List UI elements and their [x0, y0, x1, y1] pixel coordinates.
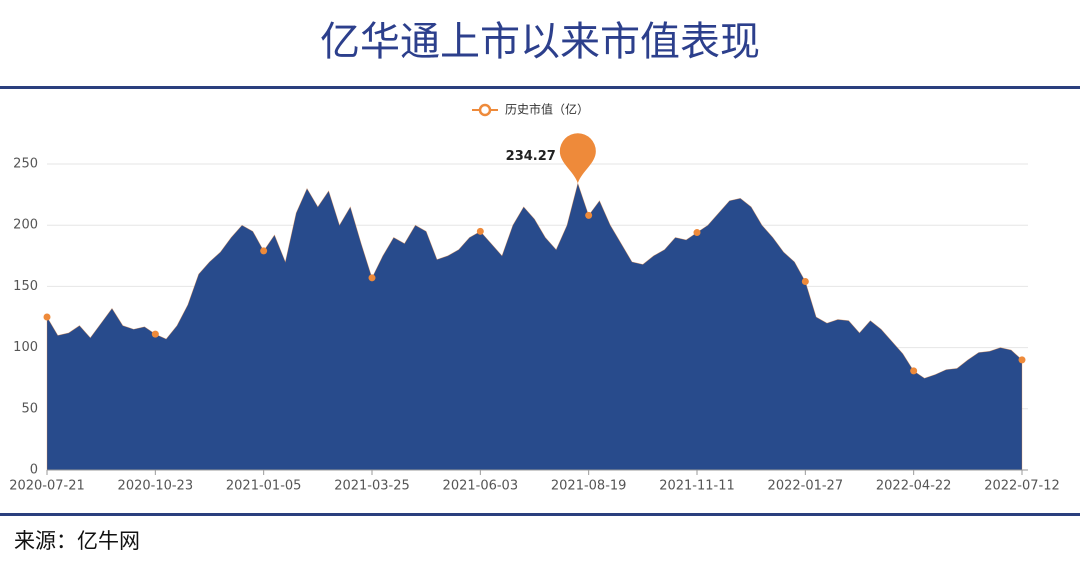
- y-tick-label: 250: [13, 157, 38, 172]
- data-point: [585, 211, 593, 219]
- x-tick-label: 2020-07-21: [9, 479, 85, 494]
- x-tick-label: 2021-08-19: [551, 479, 627, 494]
- y-tick-label: 150: [13, 279, 38, 294]
- data-point: [1018, 356, 1026, 364]
- data-point: [910, 367, 918, 375]
- data-point: [801, 278, 809, 286]
- x-tick-label: 2020-10-23: [118, 479, 194, 494]
- data-point: [368, 274, 376, 282]
- max-label: 234.27: [506, 149, 556, 164]
- divider: [0, 86, 1080, 89]
- x-tick-label: 2022-07-12: [984, 479, 1060, 494]
- legend-icon: [478, 103, 492, 117]
- data-point: [693, 229, 701, 237]
- y-tick-label: 100: [13, 340, 38, 355]
- x-tick-label: 2021-01-05: [226, 479, 302, 494]
- max-pin: [559, 133, 596, 184]
- data-point: [43, 313, 51, 321]
- x-tick-label: 2021-03-25: [334, 479, 410, 494]
- legend-label: 历史市值（亿）: [505, 102, 589, 117]
- data-point: [151, 330, 159, 338]
- divider: [0, 513, 1080, 516]
- y-tick-label: 0: [30, 463, 38, 478]
- x-tick-label: 2021-06-03: [443, 479, 519, 494]
- data-point: [476, 227, 484, 235]
- x-tick-label: 2021-11-11: [659, 479, 735, 494]
- x-tick-label: 2022-01-27: [768, 479, 844, 494]
- data-point: [260, 247, 268, 255]
- y-tick-label: 50: [21, 401, 38, 416]
- source: 来源：亿牛网: [14, 529, 140, 553]
- y-tick-label: 200: [13, 218, 38, 233]
- chart-title: 亿华通上市以来市值表现: [320, 19, 760, 65]
- area: [46, 182, 1023, 471]
- x-tick-label: 2022-04-22: [876, 479, 952, 494]
